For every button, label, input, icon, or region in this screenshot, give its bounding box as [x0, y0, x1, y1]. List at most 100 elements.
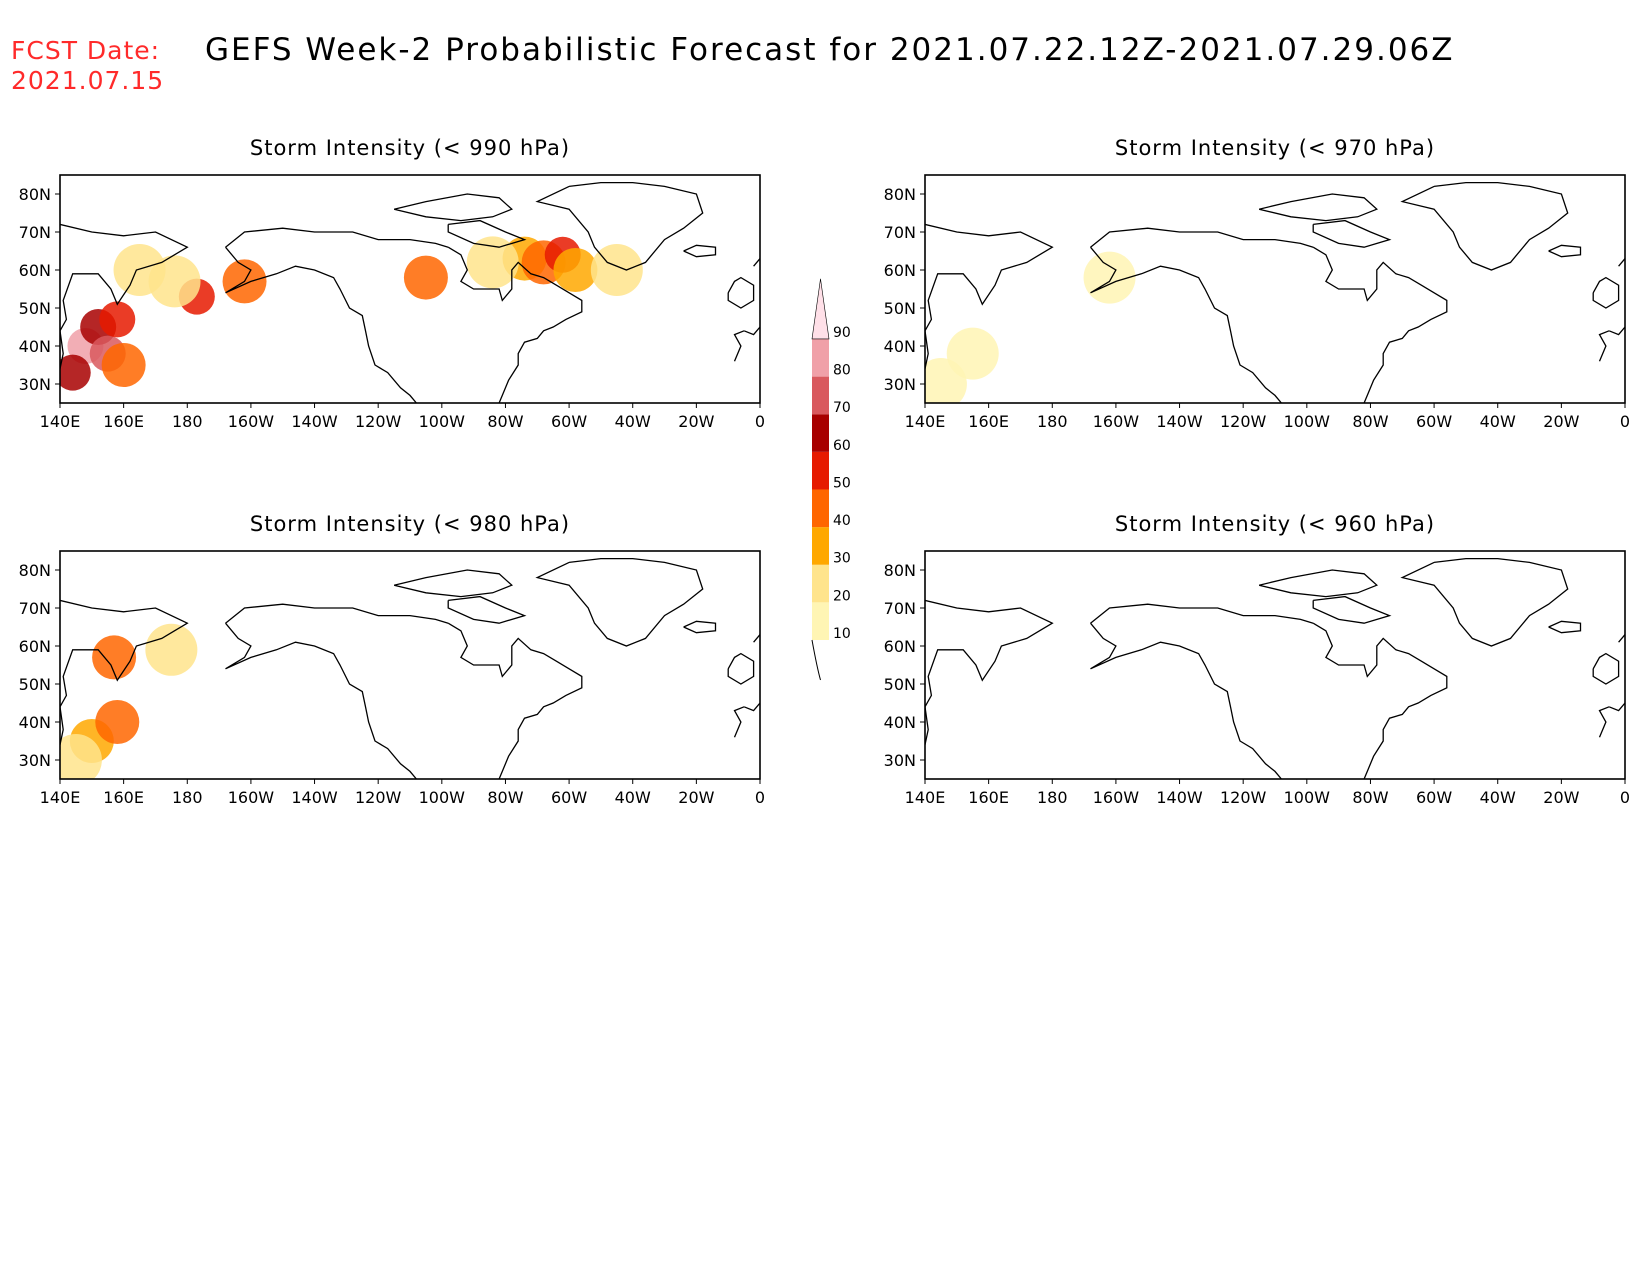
- probability-region: [99, 301, 136, 338]
- probability-region: [95, 700, 140, 744]
- y-tick-label: 80N: [884, 561, 916, 580]
- panel-title: Storm Intensity (< 960 hPa): [1115, 512, 1435, 536]
- x-tick-label: 120W: [1220, 788, 1267, 807]
- y-tick-label: 30N: [19, 375, 51, 394]
- probability-region: [101, 343, 146, 387]
- colorbar-label: 70: [833, 400, 851, 416]
- colorbar-swatch: [812, 451, 829, 490]
- probability-region: [590, 244, 643, 296]
- map-panel: Storm Intensity (< 970 hPa) 140E 160E 180 16…: [884, 136, 1630, 431]
- fcst-date-value: 2021.07.15: [11, 66, 165, 95]
- probability-region: [145, 623, 198, 676]
- coastline: [447, 246, 583, 403]
- x-tick-label: 60W: [1416, 788, 1452, 807]
- y-tick-label: 50N: [884, 675, 916, 694]
- colorbar-swatch: [812, 564, 829, 603]
- colorbar-swatch: [812, 527, 829, 565]
- coastline: [1618, 634, 1625, 643]
- coastline: [683, 620, 717, 634]
- y-tick-label: 50N: [884, 299, 916, 318]
- colorbar-label: 20: [833, 588, 851, 604]
- x-tick-label: 80W: [487, 412, 523, 431]
- forecast-date-label: FCST Date: 2021.07.15: [11, 36, 164, 96]
- y-tick-label: 70N: [884, 223, 916, 242]
- coastline: [727, 276, 755, 309]
- coastline: [1608, 326, 1625, 336]
- x-tick-label: 180: [1037, 412, 1068, 431]
- x-tick-label: 140W: [291, 788, 338, 807]
- colorbar-swatch: [812, 489, 829, 528]
- coastline: [535, 557, 704, 647]
- x-tick-label: 100W: [419, 788, 466, 807]
- coastline: [1312, 595, 1392, 624]
- y-tick-label: 70N: [884, 599, 916, 618]
- coastline: [225, 246, 417, 403]
- y-tick-label: 80N: [19, 561, 51, 580]
- y-tick-label: 60N: [19, 637, 51, 656]
- y-tick-label: 80N: [19, 185, 51, 204]
- colorbar-swatch: [812, 602, 829, 640]
- coastline: [925, 223, 1054, 369]
- y-tick-label: 60N: [884, 637, 916, 656]
- coastline: [743, 326, 760, 336]
- coastline: [1400, 557, 1569, 647]
- x-tick-label: 100W: [1284, 412, 1331, 431]
- y-tick-label: 70N: [19, 223, 51, 242]
- x-tick-label: 120W: [355, 788, 402, 807]
- coastline: [225, 622, 417, 779]
- map-plot-area: [60, 181, 760, 403]
- fcst-date-caption: FCST Date:: [11, 36, 161, 65]
- coastline: [1090, 227, 1314, 248]
- coastline: [743, 702, 760, 712]
- colorbar-label: 10: [833, 626, 851, 642]
- y-tick-label: 50N: [19, 675, 51, 694]
- coastline: [60, 223, 189, 369]
- x-tick-label: 60W: [1416, 412, 1452, 431]
- x-tick-label: 80W: [1352, 412, 1388, 431]
- colorbar-label: 40: [833, 513, 851, 529]
- probability-region: [60, 354, 91, 391]
- coastline: [733, 330, 745, 362]
- coastline: [393, 569, 514, 598]
- x-tick-label: 120W: [355, 412, 402, 431]
- colorbar-swatch: [811, 278, 830, 340]
- x-tick-label: 160W: [228, 788, 275, 807]
- x-tick-label: 180: [172, 788, 203, 807]
- x-tick-label: 20W: [1543, 412, 1579, 431]
- y-tick-label: 30N: [19, 751, 51, 770]
- x-tick-label: 160E: [968, 788, 1009, 807]
- colorbar-tail: [811, 639, 821, 681]
- y-tick-label: 40N: [19, 713, 51, 732]
- y-tick-label: 80N: [884, 185, 916, 204]
- y-tick-label: 40N: [884, 337, 916, 356]
- coastline: [60, 599, 189, 745]
- probability-region: [466, 236, 519, 289]
- coastline: [753, 258, 760, 267]
- map-plot-area: [60, 557, 760, 779]
- coastline: [1608, 702, 1625, 712]
- probability-region: [553, 248, 598, 292]
- y-tick-label: 30N: [884, 751, 916, 770]
- colorbar-label: 50: [833, 476, 851, 492]
- panel-title: Storm Intensity (< 990 hPa): [250, 136, 570, 160]
- coastline: [1258, 193, 1379, 222]
- x-tick-label: 60W: [551, 412, 587, 431]
- x-tick-label: 160E: [103, 412, 144, 431]
- coastline: [535, 181, 704, 271]
- coastline: [1090, 246, 1282, 403]
- colorbar-label: 60: [833, 438, 851, 454]
- x-tick-label: 140E: [40, 412, 81, 431]
- x-tick-label: 140E: [40, 788, 81, 807]
- coastline: [683, 244, 717, 258]
- coastline: [925, 599, 1054, 745]
- coastline: [733, 706, 745, 738]
- map-frame: [59, 174, 761, 404]
- map-plot-area: [925, 181, 1625, 403]
- y-tick-label: 40N: [884, 713, 916, 732]
- x-tick-label: 0: [1620, 412, 1630, 431]
- map-frame: [924, 174, 1626, 404]
- x-tick-label: 140W: [291, 412, 338, 431]
- coastline: [1090, 622, 1282, 779]
- x-tick-label: 40W: [615, 788, 651, 807]
